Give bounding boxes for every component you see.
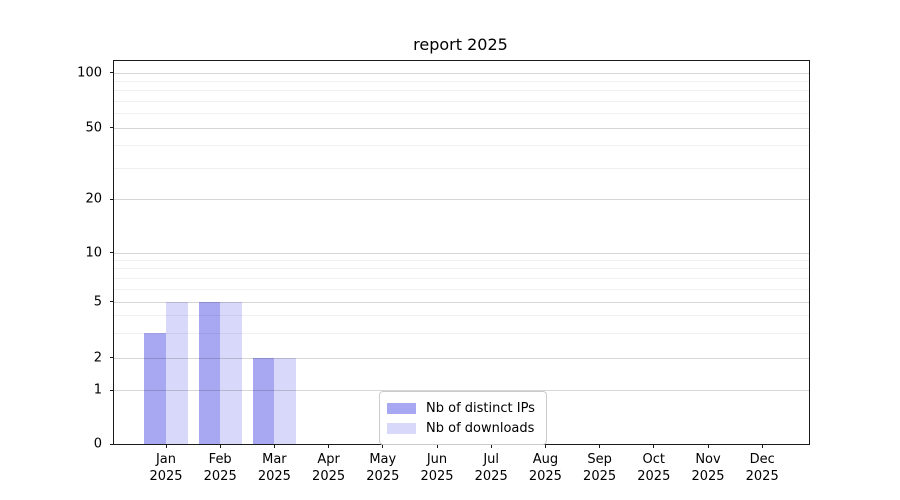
x-tick-mark-sep bbox=[599, 444, 601, 448]
x-tick-mark-nov bbox=[707, 444, 709, 448]
x-tick-label-jan: Jan 2025 bbox=[149, 452, 183, 484]
x-tick-label-jun: Jun 2025 bbox=[420, 452, 454, 484]
gridline-minor-3 bbox=[114, 332, 809, 334]
y-tick-mark-0 bbox=[110, 443, 114, 445]
gridline-minor-60 bbox=[114, 113, 809, 115]
x-tick-label-feb: Feb 2025 bbox=[203, 452, 237, 484]
legend-label-ips: Nb of distinct IPs bbox=[426, 400, 535, 416]
ticks-layer: 0 1 2 5 10 20 50 100 Jan 2025 Feb 2025 Mar 2025 Apr… bbox=[77, 61, 809, 484]
legend-label-downloads: Nb of downloads bbox=[426, 420, 535, 436]
gridline-major-50 bbox=[114, 127, 809, 129]
x-tick-mark-jul bbox=[490, 444, 492, 448]
legend-item-downloads: Nb of downloads bbox=[387, 418, 538, 438]
x-tick-mark-jun bbox=[436, 444, 438, 448]
grid-layer bbox=[114, 61, 809, 444]
gridline-minor-6 bbox=[114, 288, 809, 290]
x-tick-mark-aug bbox=[544, 444, 546, 448]
gridline-minor-4 bbox=[114, 315, 809, 317]
legend-swatch-downloads bbox=[387, 422, 416, 434]
y-tick-label-2: 2 bbox=[93, 350, 102, 365]
y-tick-label-1: 1 bbox=[93, 382, 102, 398]
x-tick-mark-may bbox=[382, 444, 384, 448]
legend-swatch-ips bbox=[387, 402, 416, 414]
chart-title: report 2025 bbox=[413, 35, 508, 54]
gridline-minor-70 bbox=[114, 101, 809, 102]
gridline-major-2 bbox=[114, 357, 809, 359]
gridline-major-20 bbox=[114, 199, 809, 201]
y-tick-mark-1 bbox=[110, 389, 114, 391]
bar-ips-jan bbox=[144, 332, 166, 444]
x-tick-label-apr: Apr 2025 bbox=[312, 452, 346, 484]
gridline-minor-40 bbox=[114, 145, 809, 147]
y-tick-mark-100 bbox=[110, 72, 114, 74]
y-tick-label-20: 20 bbox=[85, 191, 102, 207]
gridline-minor-7 bbox=[114, 277, 809, 279]
gridline-minor-8 bbox=[114, 268, 809, 270]
bar-downloads-jan bbox=[166, 301, 188, 444]
x-tick-label-oct: Oct 2025 bbox=[637, 452, 671, 484]
x-tick-mark-mar bbox=[273, 444, 275, 448]
gridline-minor-80 bbox=[114, 90, 809, 92]
x-tick-mark-feb bbox=[219, 444, 221, 448]
x-tick-label-sep: Sep 2025 bbox=[583, 452, 617, 484]
y-tick-label-0: 0 bbox=[93, 436, 102, 452]
x-tick-mark-oct bbox=[653, 444, 655, 448]
gridline-major-10 bbox=[114, 252, 809, 254]
bar-ips-feb bbox=[198, 301, 221, 444]
gridline-major-5 bbox=[114, 301, 809, 303]
x-tick-label-may: May 2025 bbox=[366, 452, 400, 484]
x-tick-mark-apr bbox=[328, 444, 330, 448]
gridline-major-1 bbox=[114, 390, 809, 391]
gridline-minor-9 bbox=[114, 260, 809, 262]
x-tick-mark-jan bbox=[165, 444, 167, 448]
plot-area: 0 1 2 5 10 20 50 100 Jan 2025 Feb 2025 Mar 2025 Apr… bbox=[77, 60, 810, 484]
x-tick-label-nov: Nov 2025 bbox=[691, 452, 725, 484]
legend-item-ips: Nb of distinct IPs bbox=[387, 398, 538, 418]
legend: Nb of distinct IPs Nb of downloads bbox=[379, 391, 547, 445]
y-tick-label-5: 5 bbox=[93, 294, 102, 310]
x-tick-label-aug: Aug 2025 bbox=[528, 452, 562, 484]
gridline-minor-30 bbox=[114, 167, 809, 169]
bars-layer bbox=[114, 61, 809, 444]
y-tick-label-10: 10 bbox=[85, 245, 102, 261]
x-tick-label-mar: Mar 2025 bbox=[257, 452, 291, 484]
gridline-major-100 bbox=[114, 72, 809, 74]
bar-ips-mar bbox=[252, 357, 275, 444]
y-tick-mark-2 bbox=[110, 357, 114, 358]
bar-downloads-feb bbox=[220, 301, 242, 444]
y-tick-mark-20 bbox=[110, 198, 114, 200]
y-tick-mark-5 bbox=[110, 301, 114, 303]
gridline-minor-90 bbox=[114, 81, 809, 83]
x-tick-mark-dec bbox=[761, 444, 763, 448]
y-tick-label-100: 100 bbox=[77, 65, 102, 81]
y-tick-mark-50 bbox=[110, 127, 114, 129]
y-tick-mark-10 bbox=[110, 252, 114, 254]
x-tick-label-jul: Jul 2025 bbox=[474, 452, 508, 484]
x-tick-label-dec: Dec 2025 bbox=[745, 452, 779, 484]
y-tick-label-50: 50 bbox=[85, 120, 102, 136]
bar-downloads-mar bbox=[274, 357, 297, 444]
